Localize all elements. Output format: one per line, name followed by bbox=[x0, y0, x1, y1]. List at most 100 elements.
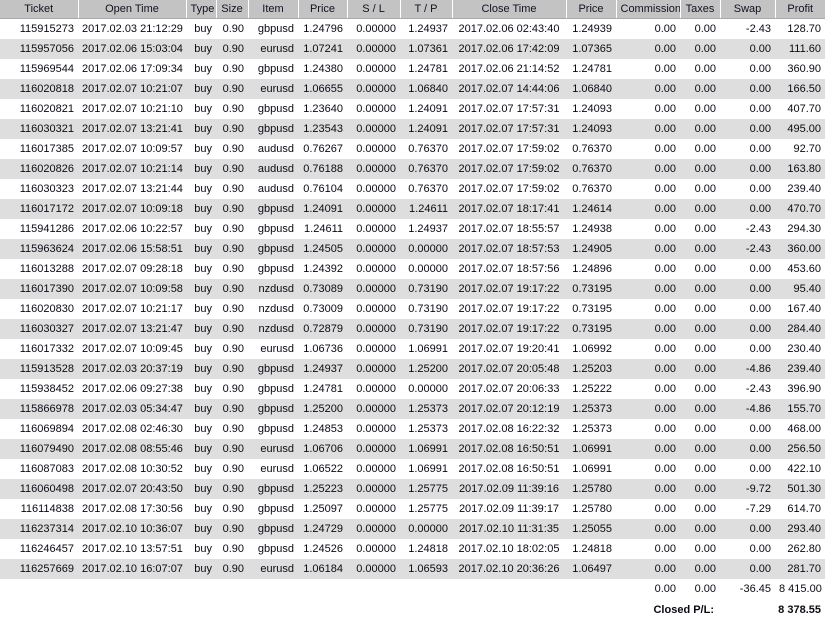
cell-price: 1.24392 bbox=[298, 259, 347, 279]
cell-ticket: 116017385 bbox=[0, 139, 78, 159]
table-row[interactable]: 116017385 2017.02.07 10:09:57 buy 0.90 audus… bbox=[0, 139, 825, 159]
table-row[interactable]: 116060498 2017.02.07 20:43:50 buy 0.90 gbpus… bbox=[0, 479, 825, 499]
column-header-size[interactable]: Size bbox=[216, 0, 249, 19]
table-row[interactable]: 115963624 2017.02.06 15:58:51 buy 0.90 gbpus… bbox=[0, 239, 825, 259]
column-header-type[interactable]: Type bbox=[186, 0, 217, 19]
table-body: 115915273 2017.02.03 21:12:29 buy 0.90 gbpus… bbox=[0, 18, 825, 579]
column-header-open-time[interactable]: Open Time bbox=[78, 0, 187, 19]
cell-ticket: 115915273 bbox=[0, 18, 78, 39]
column-header-tp[interactable]: T / P bbox=[400, 0, 453, 19]
table-row[interactable]: 116030327 2017.02.07 13:21:47 buy 0.90 nzdus… bbox=[0, 319, 825, 339]
cell-type: buy bbox=[186, 339, 216, 359]
table-row[interactable]: 116030321 2017.02.07 13:21:41 buy 0.90 gbpus… bbox=[0, 119, 825, 139]
cell-commission: 0.00 bbox=[616, 559, 680, 579]
cell-open-time: 2017.02.07 13:21:47 bbox=[78, 319, 186, 339]
table-row[interactable]: 116069894 2017.02.08 02:46:30 buy 0.90 gbpus… bbox=[0, 419, 825, 439]
cell-item: gbpusd bbox=[248, 99, 298, 119]
cell-commission: 0.00 bbox=[616, 199, 680, 219]
table-row[interactable]: 116020826 2017.02.07 10:21:14 buy 0.90 audus… bbox=[0, 159, 825, 179]
column-header-swap[interactable]: Swap bbox=[720, 0, 776, 19]
table-row[interactable]: 116237314 2017.02.10 10:36:07 buy 0.90 gbpus… bbox=[0, 519, 825, 539]
cell-item: gbpusd bbox=[248, 419, 298, 439]
column-header-ticket[interactable]: Ticket bbox=[0, 0, 79, 19]
cell-price2: 1.25780 bbox=[566, 499, 616, 519]
table-row[interactable]: 116013288 2017.02.07 09:28:18 buy 0.90 gbpus… bbox=[0, 259, 825, 279]
cell-profit: 495.00 bbox=[775, 119, 825, 139]
cell-commission: 0.00 bbox=[616, 339, 680, 359]
cell-close-time: 2017.02.07 17:59:02 bbox=[452, 179, 566, 199]
cell-profit: 128.70 bbox=[775, 18, 825, 39]
table-row[interactable]: 115866978 2017.02.03 05:34:47 buy 0.90 gbpus… bbox=[0, 399, 825, 419]
cell-close-time: 2017.02.07 18:57:53 bbox=[452, 239, 566, 259]
table-row[interactable]: 116017390 2017.02.07 10:09:58 buy 0.90 nzdus… bbox=[0, 279, 825, 299]
cell-swap: -2.43 bbox=[720, 219, 775, 239]
cell-profit: 92.70 bbox=[775, 139, 825, 159]
table-row[interactable]: 115969544 2017.02.06 17:09:34 buy 0.90 gbpus… bbox=[0, 59, 825, 79]
cell-ticket: 116060498 bbox=[0, 479, 78, 499]
column-header-price-2[interactable]: Price bbox=[566, 0, 617, 19]
table-row[interactable]: 116017172 2017.02.07 10:09:18 buy 0.90 gbpus… bbox=[0, 199, 825, 219]
cell-item: eurusd bbox=[248, 559, 298, 579]
cell-size: 0.90 bbox=[216, 479, 248, 499]
cell-sl: 0.00000 bbox=[347, 119, 400, 139]
cell-taxes: 0.00 bbox=[680, 399, 720, 419]
table-row[interactable]: 116257669 2017.02.10 16:07:07 buy 0.90 eurus… bbox=[0, 559, 825, 579]
cell-open-time: 2017.02.07 10:09:45 bbox=[78, 339, 186, 359]
cell-price: 1.06184 bbox=[298, 559, 347, 579]
cell-close-time: 2017.02.07 19:17:22 bbox=[452, 299, 566, 319]
cell-item: audusd bbox=[248, 179, 298, 199]
column-header-item[interactable]: Item bbox=[248, 0, 299, 19]
cell-type: buy bbox=[186, 159, 216, 179]
cell-taxes: 0.00 bbox=[680, 39, 720, 59]
table-row[interactable]: 116079490 2017.02.08 08:55:46 buy 0.90 eurus… bbox=[0, 439, 825, 459]
table-row[interactable]: 116030323 2017.02.07 13:21:44 buy 0.90 audus… bbox=[0, 179, 825, 199]
cell-type: buy bbox=[186, 539, 216, 559]
column-header-sl[interactable]: S / L bbox=[347, 0, 401, 19]
cell-sl: 0.00000 bbox=[347, 299, 400, 319]
cell-close-time: 2017.02.08 16:50:51 bbox=[452, 439, 566, 459]
table-row[interactable]: 116020830 2017.02.07 10:21:17 buy 0.90 nzdus… bbox=[0, 299, 825, 319]
column-header-profit[interactable]: Profit bbox=[775, 0, 825, 19]
table-row[interactable]: 115938452 2017.02.06 09:27:38 buy 0.90 gbpus… bbox=[0, 379, 825, 399]
cell-taxes: 0.00 bbox=[680, 499, 720, 519]
cell-profit: 239.40 bbox=[775, 179, 825, 199]
cell-close-time: 2017.02.07 18:17:41 bbox=[452, 199, 566, 219]
cell-item: gbpusd bbox=[248, 399, 298, 419]
table-row[interactable]: 116246457 2017.02.10 13:57:51 buy 0.90 gbpus… bbox=[0, 539, 825, 559]
cell-ticket: 116257669 bbox=[0, 559, 78, 579]
cell-price: 1.24853 bbox=[298, 419, 347, 439]
table-row[interactable]: 115915273 2017.02.03 21:12:29 buy 0.90 gbpus… bbox=[0, 18, 825, 39]
table-row[interactable]: 116020818 2017.02.07 10:21:07 buy 0.90 eurus… bbox=[0, 79, 825, 99]
cell-taxes: 0.00 bbox=[680, 239, 720, 259]
cell-close-time: 2017.02.06 21:14:52 bbox=[452, 59, 566, 79]
cell-size: 0.90 bbox=[216, 559, 248, 579]
column-header-close-time[interactable]: Close Time bbox=[452, 0, 567, 19]
table-row[interactable]: 115941286 2017.02.06 10:22:57 buy 0.90 gbpus… bbox=[0, 219, 825, 239]
table-row[interactable]: 116017332 2017.02.07 10:09:45 buy 0.90 eurus… bbox=[0, 339, 825, 359]
cell-type: buy bbox=[186, 59, 216, 79]
cell-size: 0.90 bbox=[216, 399, 248, 419]
cell-close-time: 2017.02.08 16:22:32 bbox=[452, 419, 566, 439]
cell-price2: 1.06840 bbox=[566, 79, 616, 99]
cell-size: 0.90 bbox=[216, 459, 248, 479]
table-row[interactable]: 116114838 2017.02.08 17:30:56 buy 0.90 gbpus… bbox=[0, 499, 825, 519]
cell-taxes: 0.00 bbox=[680, 139, 720, 159]
column-header-price[interactable]: Price bbox=[298, 0, 348, 19]
table-row[interactable]: 116020821 2017.02.07 10:21:10 buy 0.90 gbpus… bbox=[0, 99, 825, 119]
cell-size: 0.90 bbox=[216, 99, 248, 119]
cell-profit: 501.30 bbox=[775, 479, 825, 499]
cell-item: gbpusd bbox=[248, 359, 298, 379]
cell-price2: 1.25373 bbox=[566, 419, 616, 439]
cell-price: 1.25200 bbox=[298, 399, 347, 419]
column-header-commission[interactable]: Commission bbox=[616, 0, 681, 19]
cell-close-time: 2017.02.07 20:05:48 bbox=[452, 359, 566, 379]
table-row[interactable]: 116087083 2017.02.08 10:30:52 buy 0.90 eurus… bbox=[0, 459, 825, 479]
column-header-taxes[interactable]: Taxes bbox=[680, 0, 721, 19]
table-row[interactable]: 115957056 2017.02.06 15:03:04 buy 0.90 eurus… bbox=[0, 39, 825, 59]
cell-price: 0.72879 bbox=[298, 319, 347, 339]
table-row[interactable]: 115913528 2017.02.03 20:37:19 buy 0.90 gbpus… bbox=[0, 359, 825, 379]
cell-swap: -7.29 bbox=[720, 499, 775, 519]
cell-swap: 0.00 bbox=[720, 319, 775, 339]
cell-commission: 0.00 bbox=[616, 59, 680, 79]
